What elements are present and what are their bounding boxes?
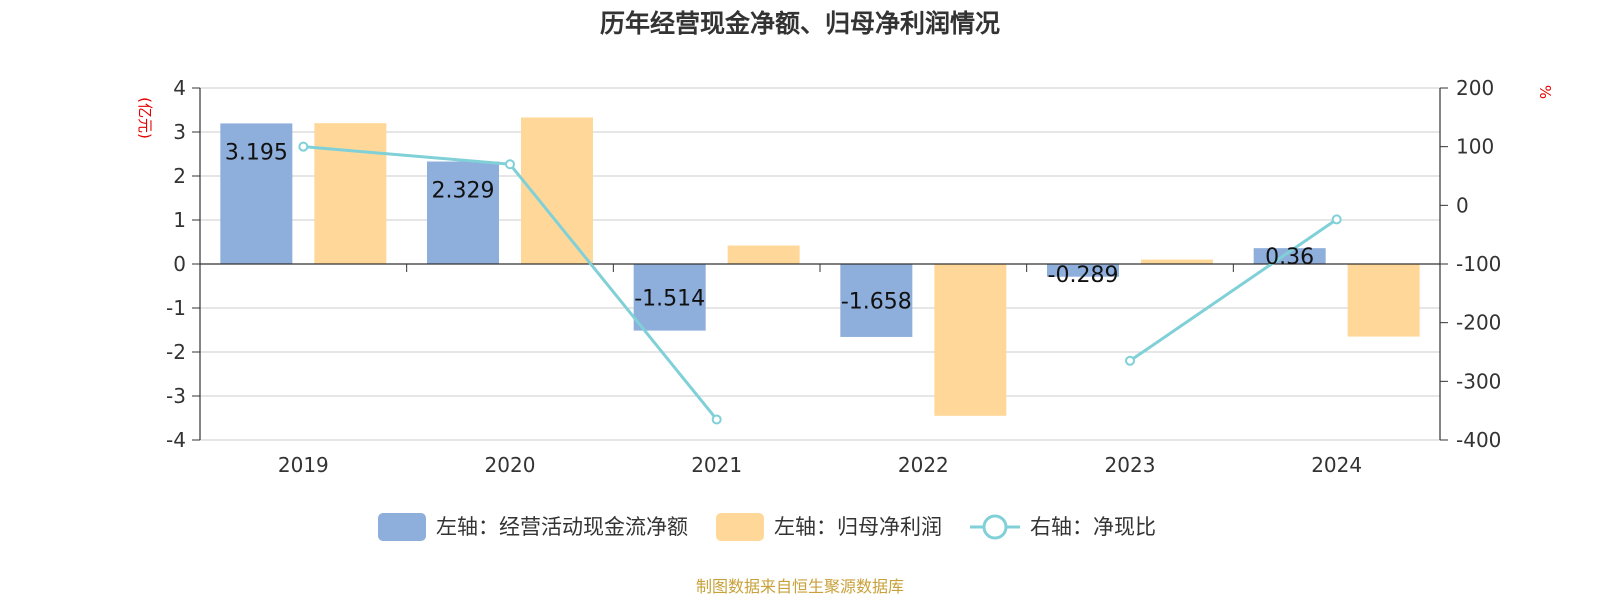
x-tick-label: 2019 (278, 453, 329, 477)
right-tick-label: 100 (1456, 135, 1494, 159)
legend-label: 左轴：经营活动现金流净额 (436, 515, 688, 539)
left-tick-label: -4 (166, 428, 186, 452)
bar-cashflow (427, 161, 499, 264)
bar-cashflow (633, 264, 706, 331)
bars (220, 117, 1420, 416)
bar-cashflow (1253, 248, 1326, 264)
x-tick-label: 2024 (1311, 453, 1362, 477)
bar-netprofit (1141, 259, 1213, 264)
right-tick-label: 200 (1456, 76, 1494, 100)
legend-swatch (716, 513, 764, 541)
bar-netprofit (934, 264, 1007, 416)
left-tick-label: -1 (166, 296, 186, 320)
left-tick-label: 3 (173, 120, 186, 144)
data-label: 0.36 (1265, 245, 1314, 270)
bar-netprofit (314, 123, 387, 264)
ratio-point (711, 414, 722, 425)
ratio-point (1331, 214, 1342, 225)
x-tick-label: 2023 (1105, 453, 1156, 477)
ratio-point (298, 141, 309, 152)
legend-label: 左轴：归母净利润 (774, 515, 942, 539)
ratio-line-segment (1129, 218, 1338, 363)
x-tick-label: 2021 (691, 453, 742, 477)
data-label: 3.195 (225, 140, 288, 165)
legend-swatch (378, 513, 426, 541)
data-label: -1.658 (841, 289, 912, 314)
left-tick-label: 0 (173, 252, 186, 276)
ratio-line (298, 141, 1342, 425)
bar-cashflow (220, 123, 293, 264)
right-tick-label: -100 (1456, 252, 1501, 276)
left-tick-label: -3 (166, 384, 186, 408)
ratio-point (505, 159, 515, 170)
right-tick-label: -400 (1456, 428, 1501, 452)
chart-title: 历年经营现金净额、归母净利润情况 (600, 9, 1000, 38)
left-tick-label: 1 (173, 208, 186, 232)
ratio-point (1125, 355, 1135, 366)
right-axis-unit: % (1536, 85, 1554, 99)
data-label: 2.329 (432, 179, 495, 204)
bar-cashflow (840, 264, 913, 337)
x-tick-label: 2022 (898, 453, 949, 477)
bar-netprofit (727, 245, 800, 264)
legend-marker (982, 514, 1008, 540)
left-axis-unit: (亿元) (136, 97, 154, 139)
right-tick-label: -200 (1456, 311, 1501, 335)
data-label: -0.289 (1048, 263, 1119, 288)
right-tick-label: -300 (1456, 369, 1501, 393)
source-note: 制图数据来自恒生聚源数据库 (696, 577, 904, 596)
data-label: -1.514 (634, 286, 705, 311)
bar-cashflow (1047, 264, 1119, 277)
axes: 4 3 2 1 0 -1 -2 -3 -4 200 100 0 -100 -200 -300 -400 2019… (166, 76, 1501, 477)
left-tick-label: 2 (173, 164, 186, 188)
left-tick-label: 4 (173, 76, 186, 100)
legend-label: 右轴：净现比 (1030, 515, 1156, 539)
left-tick-label: -2 (166, 340, 186, 364)
data-labels: 3.195 2.329 -1.514 -1.658 -0.289 0.36 (225, 140, 1314, 314)
right-tick-label: 0 (1456, 193, 1469, 217)
legend[interactable]: 左轴：经营活动现金流净额 左轴：归母净利润 右轴：净现比 (378, 513, 1156, 541)
x-tick-label: 2020 (485, 453, 536, 477)
bar-netprofit (1347, 264, 1420, 337)
